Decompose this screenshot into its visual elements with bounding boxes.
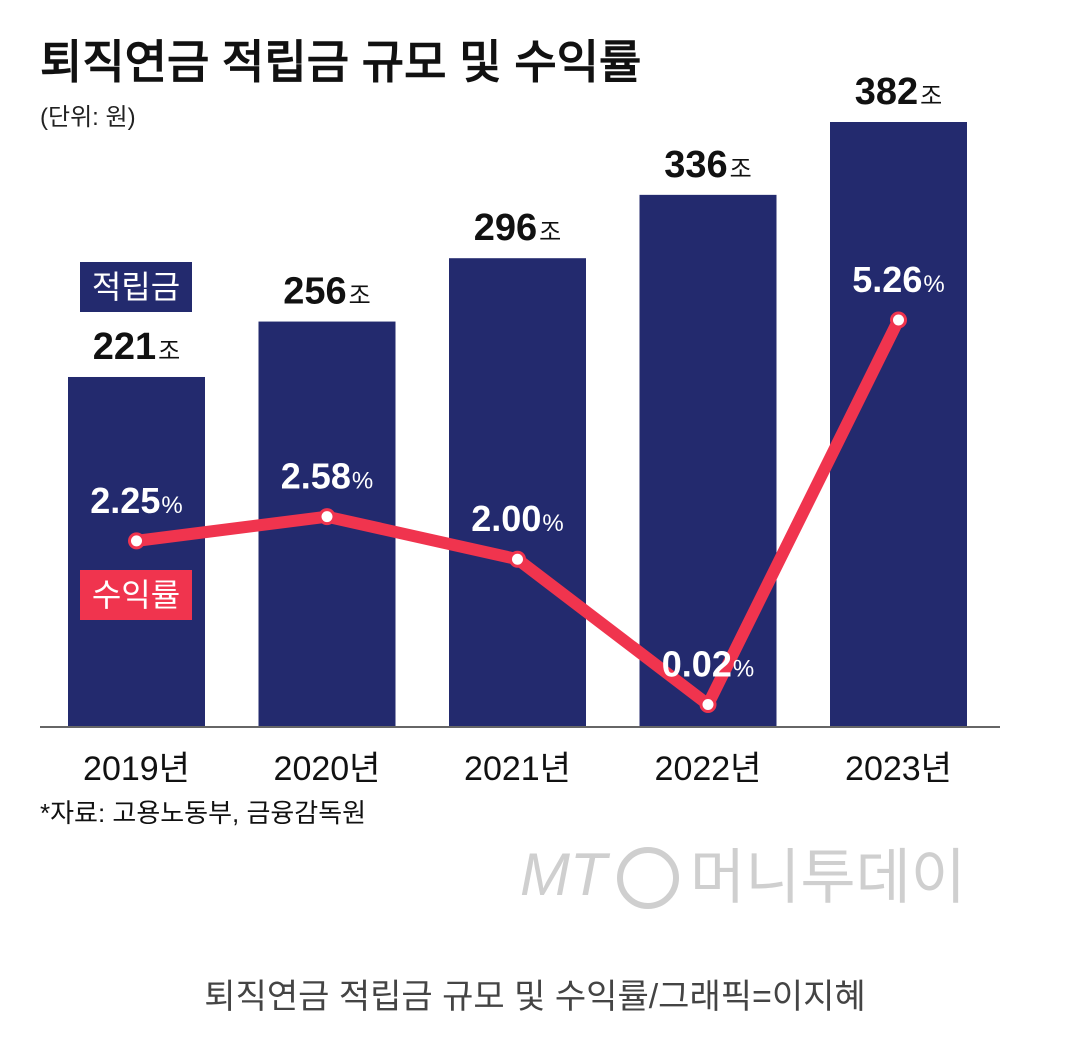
rate-value-label: 2.58% — [281, 456, 373, 497]
source-note: *자료: 고용노동부, 금융감독원 — [40, 798, 366, 828]
legend-bar-label: 적립금 — [92, 269, 180, 305]
legend-bar-box — [80, 262, 192, 312]
x-tick-label: 2020년 — [274, 750, 381, 788]
legend-line: 수익률 — [80, 570, 192, 620]
bar-value-label: 296조 — [474, 207, 562, 249]
x-tick-label: 2019년 — [83, 750, 190, 788]
x-tick-label: 2023년 — [845, 750, 952, 788]
watermark-brand: 머니투데이 — [690, 844, 966, 911]
legend-line-label: 수익률 — [92, 577, 180, 613]
caption: 퇴직연금 적립금 규모 및 수익률/그래픽=이지혜 — [204, 978, 865, 1016]
rate-point — [699, 696, 717, 714]
bar-1 — [68, 376, 205, 727]
unit-note: (단위: 원) — [40, 104, 136, 131]
bar-value-label: 336조 — [664, 144, 752, 186]
watermark: MT 머니투데이 — [520, 841, 966, 911]
bar-4 — [639, 194, 777, 728]
bar-3 — [449, 258, 586, 727]
rate-point — [318, 508, 336, 526]
x-tick-label: 2022년 — [655, 750, 762, 788]
x-axis-ticks: 2019년 2020년 2021년 2022년 2023년 — [83, 750, 952, 788]
bar-value-label: 382조 — [855, 71, 943, 113]
rate-point — [128, 532, 145, 550]
rate-point — [890, 311, 907, 329]
legend-bar: 적립금 — [80, 262, 192, 312]
chart-title: 퇴직연금 적립금 규모 및 수익률 — [40, 36, 641, 88]
rate-value-labels: 2.25%2.58%2.00%0.02%5.26% — [90, 259, 944, 685]
rate-point — [509, 550, 526, 568]
x-tick-label: 2021년 — [464, 750, 571, 788]
rate-series — [128, 311, 907, 714]
watermark-mt: MT — [520, 841, 611, 908]
bar-value-label: 221조 — [93, 326, 181, 368]
watermark-logo-icon — [617, 847, 679, 909]
legend-line-box — [80, 570, 192, 620]
bar-value-label: 256조 — [283, 271, 371, 313]
